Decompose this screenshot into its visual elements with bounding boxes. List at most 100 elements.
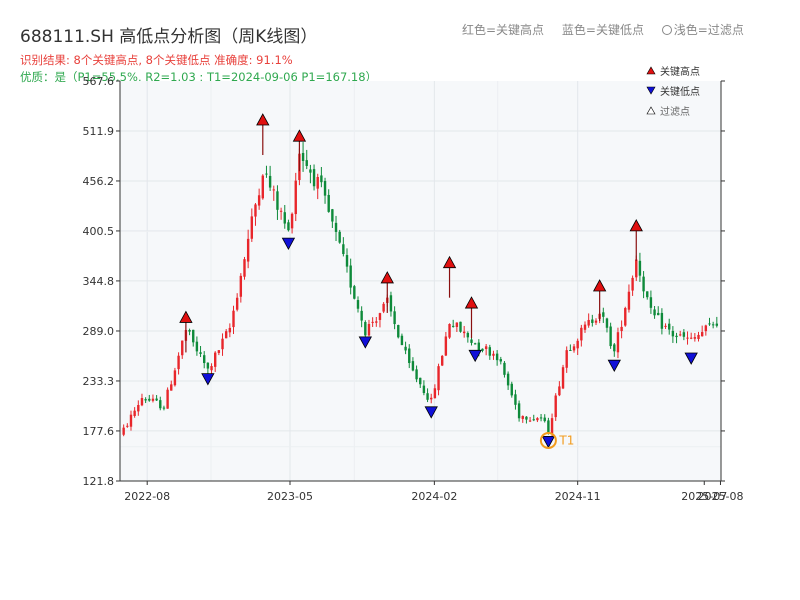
candle-body [243, 259, 246, 277]
candle [620, 320, 623, 339]
candle-body [173, 370, 177, 386]
candle [345, 248, 349, 273]
candle [411, 357, 415, 372]
candle [455, 322, 459, 332]
candle [422, 380, 426, 396]
x-tick-label: 2025-08 [697, 490, 743, 503]
candle [419, 377, 422, 388]
quality-line: 优质：是（P1=55.5%, R2=1.03 ; T1=2024-09-06 P… [20, 70, 378, 84]
candle-body [338, 231, 341, 243]
candle-body [528, 420, 532, 422]
candle-body [660, 312, 664, 329]
candle-body [188, 330, 191, 332]
candle [375, 316, 378, 327]
candle [257, 188, 261, 210]
candle-body [664, 325, 667, 327]
candle-body [195, 341, 199, 352]
candle-body [250, 216, 254, 239]
candle [323, 177, 327, 204]
candle [224, 329, 228, 339]
candle-body [616, 332, 620, 353]
key-low-marker [541, 436, 556, 449]
candle [693, 332, 697, 342]
key-high-marker [380, 271, 394, 313]
candle-body [272, 189, 275, 191]
candle [660, 308, 664, 335]
candle-body [162, 407, 166, 409]
y-tick-label: 289.0 [83, 325, 115, 338]
candle-body [422, 385, 426, 394]
candle-body [122, 427, 125, 435]
candle-body [294, 180, 297, 215]
key-low-triangle-icon [424, 406, 438, 419]
candle-body [653, 309, 656, 316]
candle-body [631, 277, 634, 291]
candle [646, 291, 649, 300]
candle-body [360, 310, 363, 321]
candle-body [635, 259, 638, 278]
candle-body [129, 414, 133, 427]
candle-body [711, 324, 715, 326]
candle [514, 389, 517, 410]
candle [272, 185, 275, 201]
x-tick-label: 2025-07 [681, 490, 727, 503]
candle-body [715, 323, 719, 326]
candle-body [309, 169, 312, 173]
candle-body [591, 319, 594, 323]
candle [192, 329, 195, 347]
candle [466, 331, 470, 343]
candle [155, 395, 158, 402]
candle-body [397, 325, 400, 338]
candle [294, 172, 297, 222]
y-tick-label: 233.3 [83, 375, 115, 388]
candle-body [199, 352, 202, 354]
candle-body [506, 373, 510, 386]
candle-body [389, 295, 393, 312]
candle-body [455, 322, 459, 327]
candle [459, 321, 462, 333]
key-low-marker [358, 336, 372, 349]
candle [448, 323, 451, 339]
candle-body [408, 348, 411, 364]
top-legend: 红色=关键高点 蓝色=关键低点 浅色=过滤点 [462, 21, 744, 38]
key-low-triangle-icon [201, 373, 215, 386]
candle [133, 407, 136, 418]
candle-body [400, 335, 404, 346]
candle-body [210, 366, 213, 371]
candle [642, 271, 645, 299]
candle [550, 413, 554, 437]
candle-body [203, 355, 206, 364]
candle [627, 284, 631, 313]
y-tick-label: 177.6 [83, 425, 115, 438]
candle [605, 317, 609, 333]
key-high-marker [442, 255, 457, 298]
candle [301, 142, 305, 172]
y-tick-label: 121.8 [83, 475, 115, 488]
candle-body [213, 352, 217, 367]
candle [657, 306, 660, 316]
t1-label: T1 [558, 433, 574, 447]
key-high-marker [464, 296, 479, 339]
x-tick-label: 2023-05 [267, 490, 313, 503]
candle [305, 149, 308, 170]
key-high-triangle-icon [629, 219, 643, 232]
key-high-marker [179, 310, 193, 353]
candle-body [495, 353, 499, 361]
candle [397, 324, 400, 339]
candle [473, 342, 477, 345]
candle [177, 352, 180, 375]
candle-body [312, 169, 316, 187]
key-high-triangle-icon [380, 271, 394, 284]
candle [426, 388, 429, 403]
key-high-triangle-icon [442, 255, 457, 269]
candle [334, 215, 338, 242]
candle [675, 332, 678, 344]
key-low-triangle-icon [607, 359, 621, 373]
candle-body [602, 312, 605, 317]
candle-body [686, 337, 689, 339]
key-high-triangle-icon [464, 296, 479, 309]
candle-body [521, 416, 524, 419]
candle [591, 314, 594, 327]
candle [210, 363, 213, 376]
